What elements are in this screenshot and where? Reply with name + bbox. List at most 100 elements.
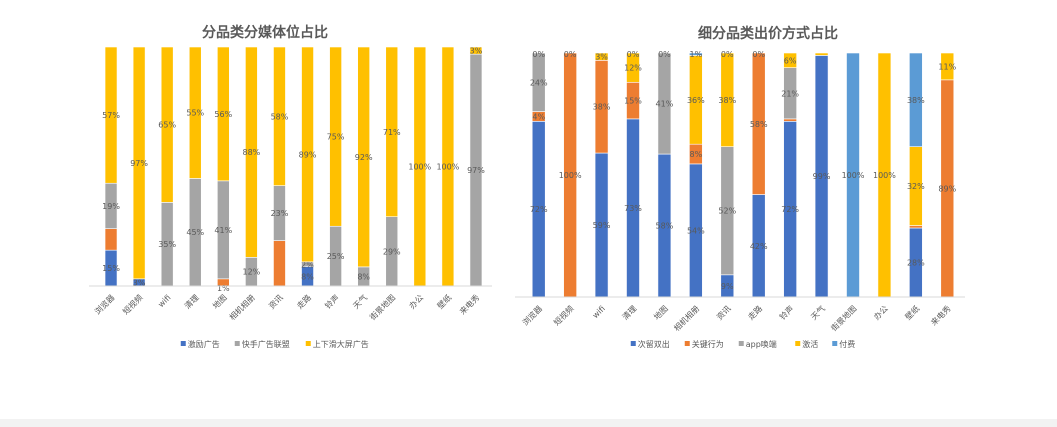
legend-label: 激活: [802, 339, 818, 349]
bar-segment: [783, 118, 797, 122]
x-tick-label: 街景地图: [829, 303, 859, 333]
x-tick-label: 天气: [809, 303, 827, 321]
bar-segment: [104, 46, 118, 184]
x-tick-label: 办公: [871, 303, 889, 321]
data-label: 65%: [158, 121, 176, 130]
data-label: 1%: [690, 50, 703, 59]
data-label: 71%: [383, 128, 401, 137]
data-label: 100%: [873, 171, 896, 180]
data-label: 9%: [721, 282, 734, 291]
legend-label: 激励广告: [188, 339, 220, 349]
bottom-strip: [0, 419, 1057, 427]
legend-label: 次留双出: [638, 339, 670, 349]
data-label: 11%: [938, 62, 956, 71]
bar-segment: [531, 52, 546, 112]
bar-segment: [751, 52, 766, 195]
legend-swatch: [180, 341, 186, 346]
data-label: 99%: [813, 172, 831, 181]
x-tick-label: 来电秀: [457, 292, 481, 316]
data-label: 28%: [907, 258, 925, 267]
bar-segment: [273, 46, 286, 186]
x-tick-label: 短视频: [120, 292, 144, 316]
data-label: 0%: [627, 50, 640, 59]
data-label: 21%: [781, 89, 799, 98]
x-tick-label: 壁纸: [435, 292, 453, 310]
data-label: 58%: [750, 120, 768, 129]
x-tick-label: 相机相册: [227, 292, 257, 322]
data-label: 0%: [752, 50, 765, 59]
legend-label: 付费: [839, 339, 855, 349]
bar-segment: [104, 228, 118, 251]
bar-segment: [188, 46, 202, 179]
data-label: 38%: [907, 96, 925, 105]
data-label: 75%: [327, 133, 345, 142]
bar-segment: [626, 52, 640, 83]
legend-label: 关键行为: [692, 339, 724, 349]
x-tick-label: 走路: [746, 303, 764, 321]
data-label: 41%: [656, 100, 674, 109]
bar-segment: [720, 52, 735, 147]
data-label: 73%: [624, 204, 642, 213]
bar-segment: [657, 52, 672, 155]
data-label: 97%: [467, 166, 485, 175]
bar-segment: [301, 46, 314, 263]
data-label: 42%: [750, 242, 768, 251]
data-label: 15%: [624, 97, 642, 106]
legend-label: app唤端: [746, 339, 777, 349]
data-label: 97%: [130, 159, 148, 168]
data-label: 92%: [355, 153, 373, 162]
data-label: 59%: [593, 221, 611, 230]
legend-label: 上下滑大屏广告: [313, 339, 369, 349]
chart-title: 细分品类出价方式占比: [698, 25, 838, 42]
chart-title: 分品类分媒体位占比: [202, 24, 328, 41]
legend-swatch: [630, 341, 636, 346]
x-tick-label: 资讯: [266, 292, 284, 310]
data-label: 58%: [271, 112, 289, 121]
data-label: 12%: [243, 268, 261, 277]
data-label: 54%: [687, 226, 705, 235]
data-label: 1%: [217, 284, 230, 293]
x-tick-label: 铃声: [777, 303, 795, 321]
data-label: 58%: [656, 222, 674, 231]
x-tick-label: 街景地图: [367, 292, 397, 322]
data-label: 8%: [690, 150, 703, 159]
data-label: 32%: [907, 182, 925, 191]
data-label: 8%: [357, 272, 370, 281]
legend-swatch: [832, 341, 838, 346]
bar-segment: [273, 240, 286, 287]
bar-segment: [689, 52, 703, 56]
data-label: 56%: [214, 110, 232, 119]
data-label: 0%: [532, 50, 545, 59]
data-label: 36%: [687, 96, 705, 105]
bar-segment: [594, 52, 609, 61]
bar-segment: [357, 46, 370, 268]
data-label: 100%: [842, 171, 865, 180]
legend-swatch: [795, 341, 801, 346]
x-tick-label: 铃声: [323, 292, 341, 310]
data-label: 29%: [383, 247, 401, 256]
legend-swatch: [738, 341, 744, 346]
x-tick-label: 地图: [210, 292, 228, 310]
x-tick-label: 走路: [295, 292, 313, 310]
data-label: 89%: [299, 150, 317, 159]
data-label: 72%: [530, 205, 548, 214]
data-label: 6%: [784, 56, 797, 65]
bar-segment: [217, 46, 230, 182]
legend: 次留双出 关键行为 app唤端 激活 付费: [630, 339, 855, 349]
data-label: 100%: [436, 163, 459, 172]
legend-swatch: [234, 341, 240, 346]
data-label: 0%: [564, 50, 577, 59]
legend-swatch: [684, 341, 690, 346]
bar-segment: [469, 46, 483, 55]
bar-segment: [385, 46, 399, 217]
legend-label: 快手广告联盟: [242, 339, 290, 349]
data-label: 24%: [530, 78, 548, 87]
bar-segment: [909, 52, 923, 147]
data-label: 15%: [102, 264, 120, 273]
data-label: 8%: [301, 272, 314, 281]
x-tick-label: 地图: [651, 303, 669, 321]
bar-segment: [160, 46, 174, 203]
data-label: 72%: [781, 205, 799, 214]
chart-2: 细分品类出价方式占比 72% 4% 24% 0% 浏览器 100% 0% 短视频 59% 38% 3%…: [515, 25, 965, 349]
